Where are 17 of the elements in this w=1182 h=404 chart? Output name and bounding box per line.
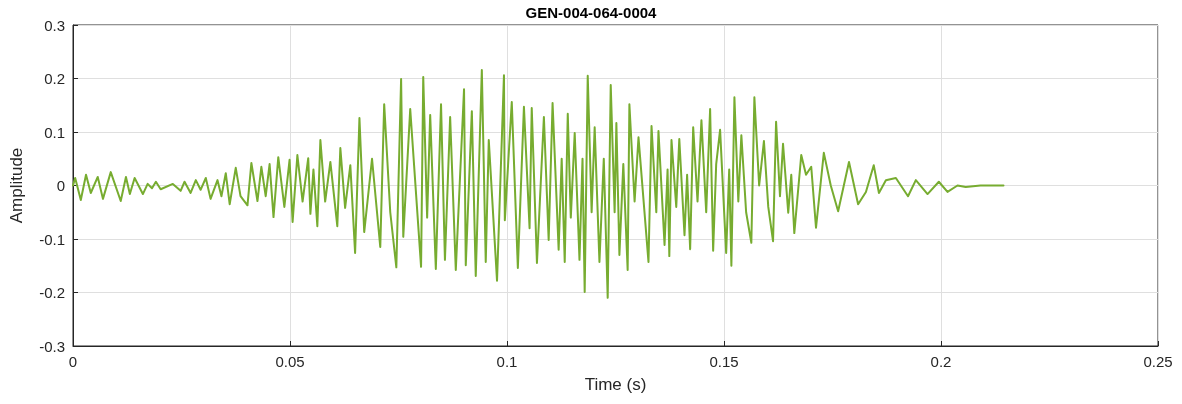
chart-title: GEN-004-064-0004 xyxy=(525,4,658,21)
x-tick-label: 0 xyxy=(68,353,78,370)
x-tick-label: 0.05 xyxy=(275,353,305,370)
y-tick-label: 0.1 xyxy=(44,123,65,141)
x-tick-label: 0.25 xyxy=(1143,353,1173,370)
x-tick-label: 0.15 xyxy=(709,353,739,370)
y-tick-label: 0.3 xyxy=(44,16,65,34)
x-axis-title: Time (s) xyxy=(584,375,647,394)
y-tick-label: 0.2 xyxy=(44,70,65,87)
y-tick-label: 0 xyxy=(56,177,65,194)
y-tick-label: -0.3 xyxy=(39,337,65,355)
y-tick-label: -0.2 xyxy=(39,284,65,301)
y-tick-label: -0.1 xyxy=(39,230,65,248)
x-tick-label: 0.1 xyxy=(496,353,518,370)
x-tick-label: 0.2 xyxy=(930,353,952,370)
line-series xyxy=(72,68,1005,299)
y-axis-title: Amplitude xyxy=(7,147,26,224)
